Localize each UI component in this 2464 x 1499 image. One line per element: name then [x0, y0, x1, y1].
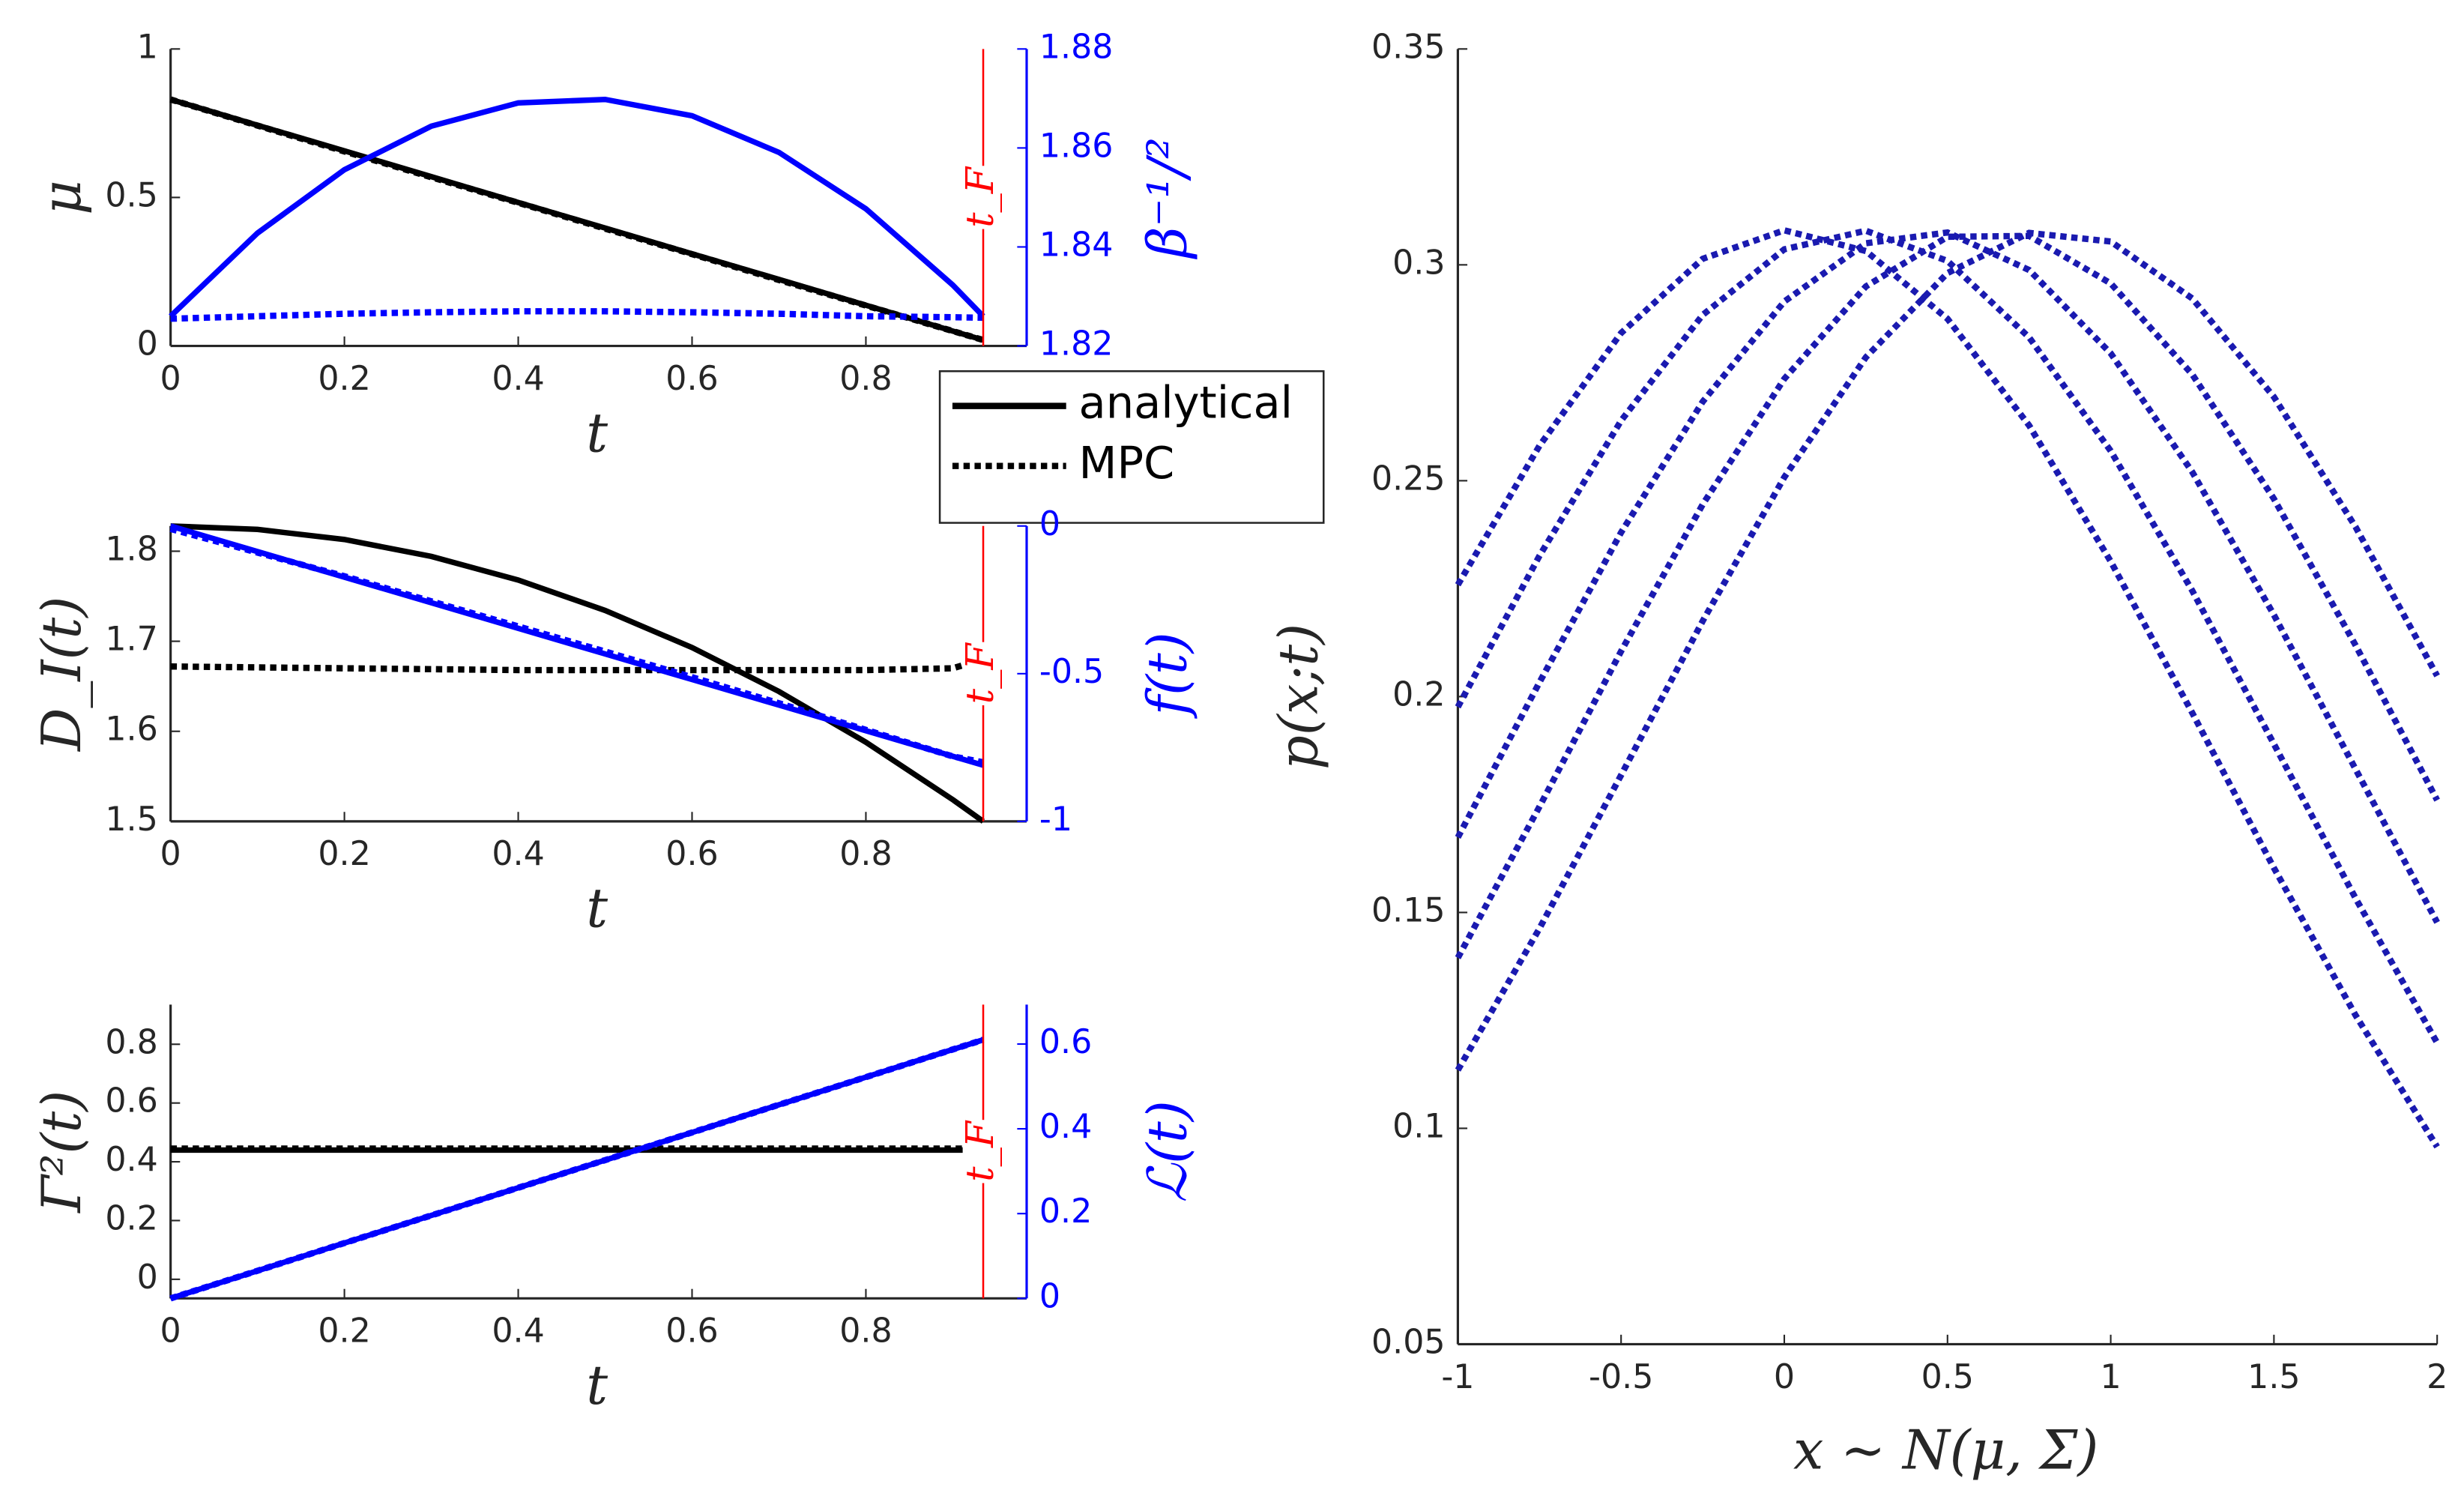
- y-tick-label: 0.35: [1371, 28, 1446, 66]
- x-axis-label: t: [586, 401, 608, 464]
- y2-tick-label: 0.6: [1039, 1023, 1092, 1061]
- y2-tick-label: 0: [1039, 1277, 1060, 1315]
- y-tick-label: 1: [137, 28, 158, 66]
- y2-tick-label: 0: [1039, 505, 1060, 543]
- x-tick-label: 0.8: [839, 1312, 892, 1351]
- x-tick-label: 0: [160, 835, 181, 873]
- series-line: [170, 308, 984, 322]
- x-tick-label: 0.8: [839, 360, 892, 398]
- x-tick-label: 1: [2101, 1358, 2122, 1396]
- x-tick-label: 0.4: [492, 835, 544, 873]
- y2-axis-label: f(t): [1135, 632, 1198, 719]
- x-tick-label: -0.5: [1589, 1358, 1653, 1396]
- y-tick-label: 0.3: [1392, 244, 1445, 282]
- x-tick-label: 0.5: [1921, 1358, 1974, 1396]
- series-line: [169, 525, 984, 766]
- y-tick-label: 0: [137, 325, 158, 364]
- x-axis-label: t: [586, 877, 608, 940]
- y2-tick-label: 1.82: [1039, 325, 1114, 364]
- y-tick-label: 0.6: [105, 1082, 157, 1121]
- label-bg: [962, 1120, 1004, 1183]
- y-tick-label: 0.1: [1392, 1107, 1445, 1145]
- legend-label: analytical: [1079, 377, 1293, 429]
- series-line: [1455, 229, 2440, 1072]
- y2-axis-label: β⁻¹/²: [1135, 137, 1198, 260]
- y-axis-label: μ: [30, 180, 93, 215]
- x-tick-label: 0.2: [318, 360, 370, 398]
- y-tick-label: 1.6: [105, 711, 157, 749]
- label-bg: [962, 166, 1004, 229]
- y-axis-label: p(x;t): [1266, 624, 1329, 770]
- legend-box: [938, 370, 1325, 524]
- label-bg: [962, 642, 1004, 705]
- y2-tick-label: 1.88: [1039, 28, 1114, 66]
- y-tick-label: 1.8: [105, 530, 157, 568]
- final-time-label: t_F: [958, 1120, 1002, 1182]
- y2-axis-label: ℒ(t): [1135, 1100, 1198, 1202]
- y-axis-label: D_I(t): [30, 597, 93, 752]
- y2-tick-label: -1: [1039, 800, 1072, 839]
- y2-tick-label: -0.5: [1039, 653, 1104, 691]
- x-tick-label: 0: [160, 360, 181, 398]
- x-tick-label: 0.4: [492, 1312, 544, 1351]
- final-time-label: t_F: [958, 166, 1002, 228]
- x-tick-label: 0.2: [318, 1312, 370, 1351]
- y-tick-label: 1.5: [105, 800, 157, 839]
- series-line: [1455, 227, 2440, 1045]
- x-tick-label: 0.6: [665, 835, 718, 873]
- x-tick-label: 1.5: [2247, 1358, 2300, 1396]
- y-tick-label: 0.2: [105, 1199, 157, 1237]
- y-tick-label: 1.7: [105, 621, 157, 659]
- y-tick-label: 0.05: [1371, 1323, 1446, 1361]
- x-tick-label: 0.6: [665, 1312, 718, 1351]
- y-axis-label: Γ²(t): [30, 1091, 93, 1214]
- x-tick-label: -1: [1441, 1358, 1474, 1396]
- y2-tick-label: 1.84: [1039, 226, 1114, 264]
- x-tick-label: 0.2: [318, 835, 370, 873]
- x-tick-label: 0.4: [492, 360, 544, 398]
- y-tick-label: 0.15: [1371, 891, 1446, 929]
- x-axis-label: t: [586, 1354, 608, 1417]
- y-tick-label: 0.2: [1392, 675, 1445, 714]
- x-tick-label: 0.8: [839, 835, 892, 873]
- y-tick-label: 0.25: [1371, 459, 1446, 498]
- series-line: [170, 656, 985, 674]
- legend-label: MPC: [1079, 437, 1175, 489]
- series-line: [1455, 226, 2440, 1149]
- series-line: [1455, 232, 2440, 959]
- y-tick-label: 0.5: [105, 176, 157, 214]
- final-time-label: t_F: [958, 642, 1002, 705]
- y-tick-label: 0.4: [105, 1141, 157, 1179]
- x-tick-label: 2: [2427, 1358, 2448, 1396]
- x-axis-label: x ∼ N(μ, Σ): [1793, 1418, 2098, 1481]
- y2-tick-label: 1.86: [1039, 127, 1114, 165]
- series-line: [169, 1037, 985, 1302]
- series-line: [1455, 229, 2440, 924]
- series-line: [169, 96, 985, 343]
- y-tick-label: 0.8: [105, 1023, 157, 1061]
- series-line: [170, 523, 985, 824]
- x-tick-label: 0.6: [665, 360, 718, 398]
- y-tick-label: 0: [137, 1258, 158, 1297]
- y2-tick-label: 0.4: [1039, 1108, 1092, 1146]
- x-tick-label: 0: [1774, 1358, 1795, 1396]
- y2-tick-label: 0.2: [1039, 1192, 1092, 1231]
- x-tick-label: 0: [160, 1312, 181, 1351]
- series-line: [169, 96, 985, 319]
